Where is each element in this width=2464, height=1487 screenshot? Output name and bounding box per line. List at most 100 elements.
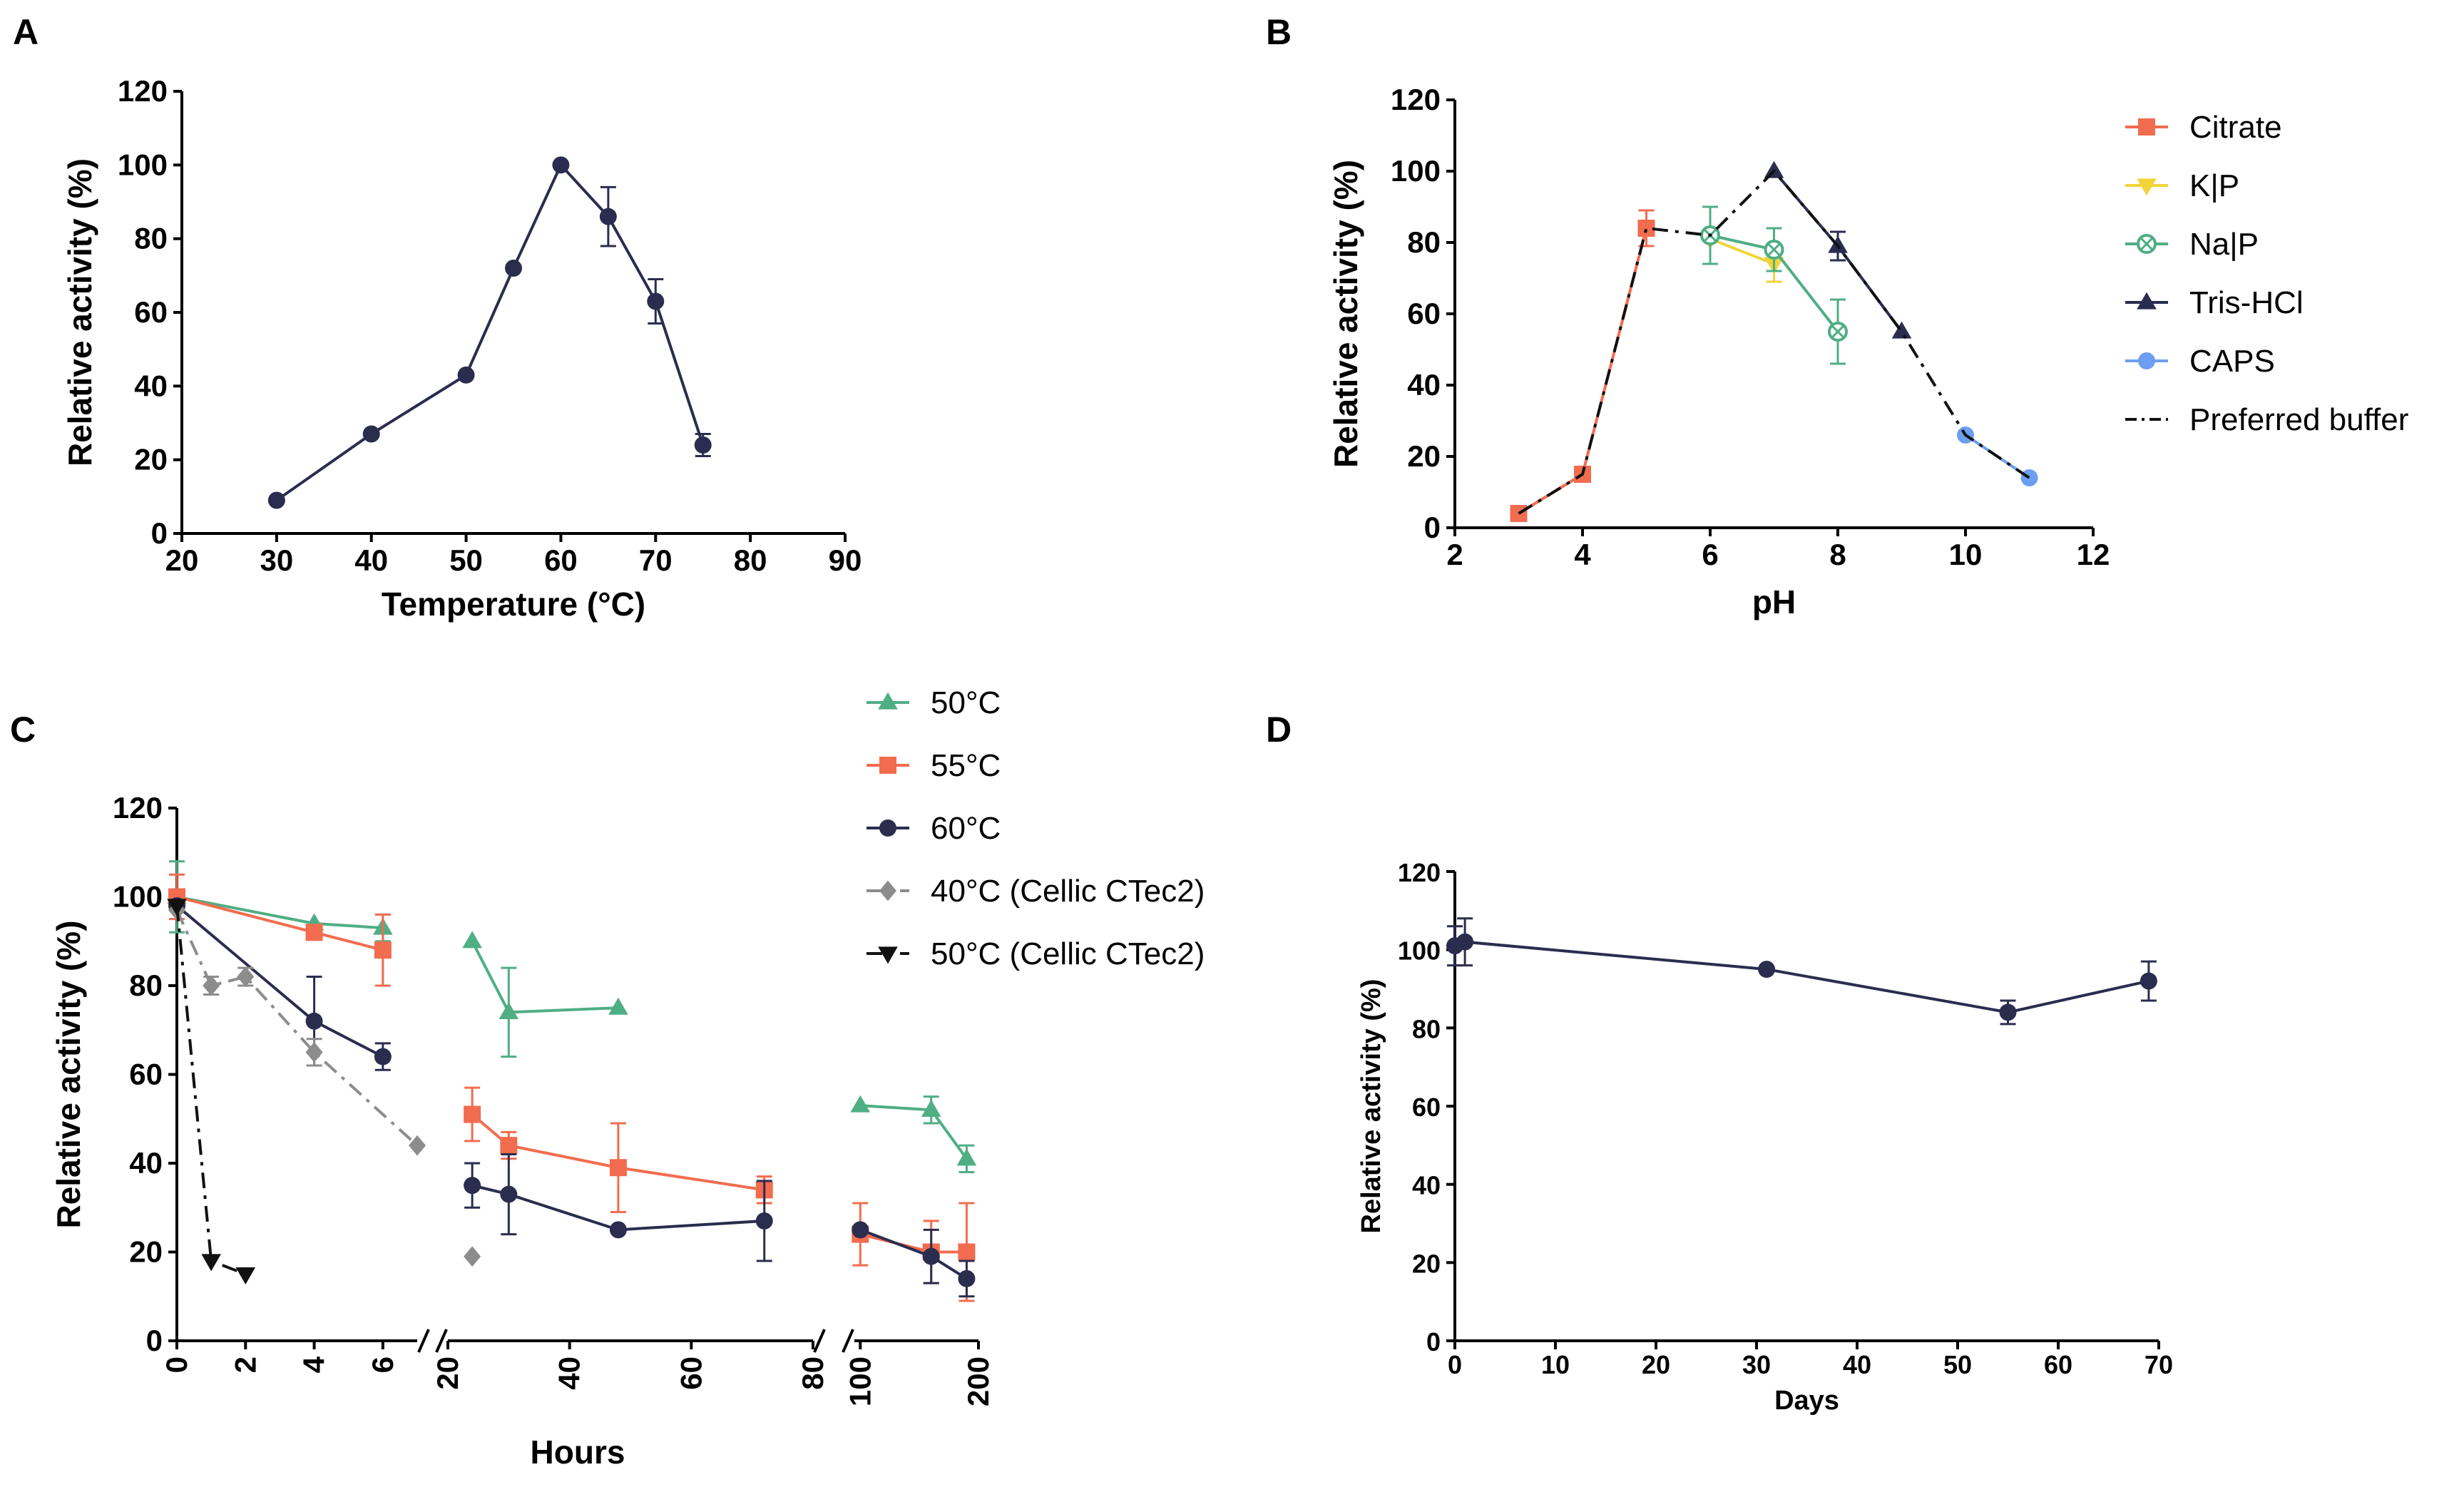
panel-d-storage-stability-chart: 0 20 40 60 80 100 120 Relative activity (%) 0 10 2… bbox=[1356, 858, 2173, 1416]
data-point bbox=[500, 1137, 518, 1155]
y-tick-label: 120 bbox=[118, 74, 168, 108]
legend-label: 40°C (Cellic CTec2) bbox=[931, 874, 1205, 909]
legend-marker bbox=[2138, 118, 2155, 136]
axis-break-mark bbox=[417, 1329, 430, 1353]
y-tick-label: 80 bbox=[129, 969, 163, 1002]
data-point bbox=[499, 1001, 519, 1019]
data-point bbox=[305, 1041, 323, 1063]
data-point bbox=[464, 1246, 481, 1267]
data-point bbox=[850, 1095, 871, 1113]
data-point bbox=[1764, 240, 1784, 260]
x-tick-label: 40 bbox=[553, 1356, 586, 1390]
data-point bbox=[203, 975, 220, 996]
legend-marker bbox=[878, 692, 898, 710]
marker-cross-line bbox=[1831, 325, 1845, 339]
legend-label: 50°C (Cellic CTec2) bbox=[931, 936, 1205, 971]
axis-break-mark bbox=[435, 1329, 448, 1353]
y-tick-label: 20 bbox=[129, 1235, 163, 1269]
legend-label: Citrate bbox=[2189, 110, 2282, 145]
series-line bbox=[471, 1113, 765, 1192]
legend-marker bbox=[2137, 292, 2157, 310]
y-tick-label: 20 bbox=[1407, 439, 1441, 473]
x-tick-label: 60 bbox=[674, 1356, 707, 1390]
data-point bbox=[457, 366, 475, 384]
legend-marker bbox=[2138, 352, 2155, 369]
x-tick-label: 30 bbox=[1742, 1350, 1771, 1379]
data-point bbox=[464, 1105, 481, 1123]
data-point bbox=[599, 208, 617, 225]
y-tick-label: 40 bbox=[1407, 368, 1441, 402]
y-tick-label: 100 bbox=[1391, 154, 1441, 188]
legend-label: 60°C bbox=[931, 811, 1001, 846]
data-point bbox=[1999, 1003, 2017, 1021]
legend-label: Na|P bbox=[2189, 227, 2259, 262]
x-tick-label: 30 bbox=[260, 543, 293, 577]
x-tick-label: 70 bbox=[2145, 1350, 2173, 1379]
data-point bbox=[305, 1012, 323, 1030]
data-point bbox=[552, 156, 570, 174]
data-point bbox=[374, 1048, 392, 1066]
data-point bbox=[362, 425, 380, 443]
data-point bbox=[305, 924, 323, 941]
x-tick-label: 50 bbox=[1943, 1350, 1972, 1379]
data-point bbox=[235, 1267, 256, 1285]
y-tick-label: 0 bbox=[1424, 511, 1441, 544]
legend-label: Preferred buffer bbox=[2189, 402, 2408, 437]
x-tick-label: 20 bbox=[431, 1356, 464, 1390]
x-tick-label: 4 bbox=[1574, 538, 1591, 571]
y-tick-label: 20 bbox=[1412, 1249, 1441, 1278]
x-axis-title: Days bbox=[1774, 1386, 1839, 1416]
data-point bbox=[201, 1254, 221, 1272]
x-tick-label: 20 bbox=[1642, 1350, 1670, 1379]
y-tick-label: 40 bbox=[134, 369, 168, 402]
data-point bbox=[694, 436, 712, 454]
x-tick-label: 2 bbox=[1446, 538, 1463, 571]
y-tick-label: 100 bbox=[1398, 936, 1441, 966]
series-line bbox=[471, 1184, 765, 1232]
series-line bbox=[860, 1104, 968, 1160]
data-point bbox=[922, 1247, 940, 1265]
y-axis-title: Relative activity (%) bbox=[1356, 979, 1386, 1234]
data-point bbox=[755, 1212, 773, 1230]
legend-label: CAPS bbox=[2189, 344, 2275, 379]
y-tick-label: 20 bbox=[134, 443, 168, 476]
y-tick-label: 80 bbox=[1407, 225, 1441, 259]
data-point bbox=[462, 931, 482, 949]
data-point bbox=[505, 260, 522, 277]
y-tick-label: 120 bbox=[1398, 858, 1441, 887]
y-axis-title: Relative activity (%) bbox=[61, 158, 98, 466]
data-point bbox=[2140, 972, 2157, 990]
y-tick-label: 40 bbox=[1412, 1171, 1441, 1200]
data-point bbox=[374, 941, 392, 959]
legend-label: Tris-HCl bbox=[2189, 285, 2304, 320]
data-point bbox=[958, 1243, 976, 1261]
y-tick-label: 120 bbox=[1391, 83, 1441, 116]
y-tick-label: 80 bbox=[134, 222, 168, 255]
panel-letter-c: C bbox=[10, 710, 36, 750]
legend-marker bbox=[879, 819, 896, 837]
legend-marker bbox=[878, 946, 898, 964]
series-line bbox=[275, 162, 705, 502]
x-axis-title: Temperature (°C) bbox=[382, 586, 645, 623]
x-tick-label: 0 bbox=[1448, 1350, 1462, 1379]
marker-cross-line bbox=[2140, 237, 2154, 251]
y-tick-label: 80 bbox=[1412, 1014, 1441, 1043]
panel-letter-b: B bbox=[1266, 12, 1292, 52]
legend-marker bbox=[879, 757, 896, 774]
x-tick-label: 6 bbox=[1702, 538, 1718, 571]
y-tick-label: 0 bbox=[146, 1324, 163, 1357]
data-point bbox=[2020, 469, 2038, 486]
legend-marker bbox=[2137, 234, 2157, 254]
y-axis-title: Relative activity (%) bbox=[50, 920, 87, 1228]
data-point bbox=[1456, 933, 1474, 951]
data-point bbox=[956, 1148, 977, 1166]
x-tick-label: 4 bbox=[297, 1356, 331, 1373]
y-tick-label: 120 bbox=[113, 791, 163, 824]
series-line bbox=[471, 940, 619, 1014]
y-tick-label: 60 bbox=[134, 295, 168, 329]
data-point bbox=[167, 899, 187, 916]
y-tick-label: 40 bbox=[129, 1146, 163, 1180]
data-point bbox=[609, 1221, 627, 1239]
series-line bbox=[859, 1228, 968, 1280]
